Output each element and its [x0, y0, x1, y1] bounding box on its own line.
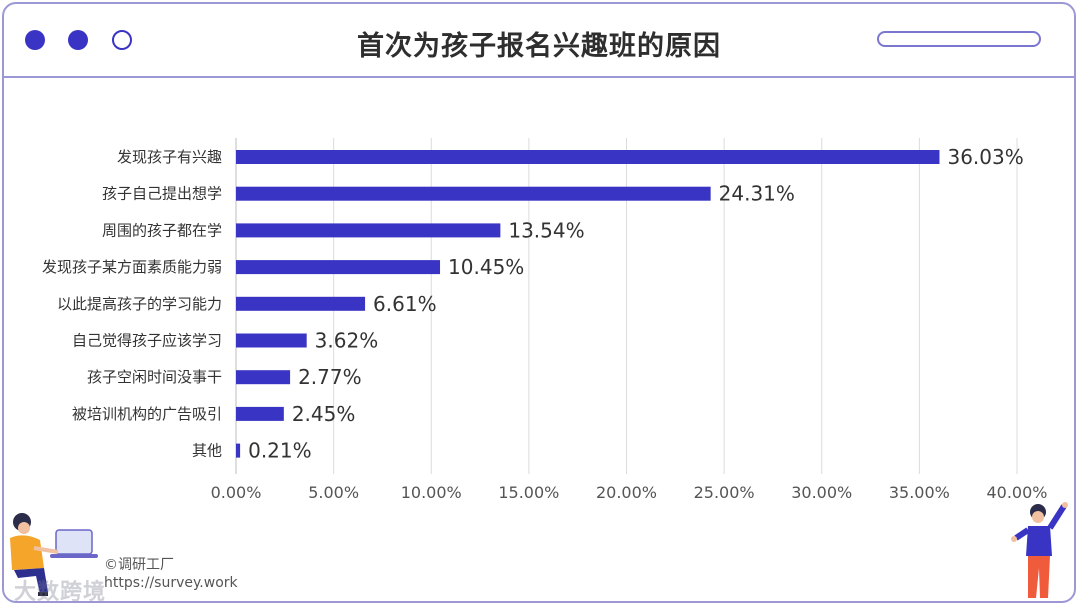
window-dot-2[interactable] — [68, 30, 88, 50]
data-label: 2.45% — [292, 402, 356, 426]
x-tick-label: 40.00% — [986, 483, 1047, 502]
window-dot-3[interactable] — [112, 30, 132, 50]
category-label: 孩子空闲时间没事干 — [87, 368, 222, 386]
x-tick-label: 30.00% — [791, 483, 852, 502]
data-label: 36.03% — [947, 145, 1023, 169]
category-label: 发现孩子某方面素质能力弱 — [42, 258, 222, 276]
standing-man-illustration — [1011, 502, 1068, 598]
bar — [236, 260, 441, 275]
bar — [236, 223, 501, 238]
x-tick-label: 10.00% — [401, 483, 462, 502]
title-bar: 首次为孩子报名兴趣班的原因 — [4, 4, 1074, 78]
page-title: 首次为孩子报名兴趣班的原因 — [357, 31, 721, 62]
x-tick-label: 0.00% — [211, 483, 262, 502]
data-label: 6.61% — [373, 292, 437, 316]
data-label: 2.77% — [298, 365, 362, 389]
category-label: 孩子自己提出想学 — [102, 185, 222, 203]
data-label: 10.45% — [448, 255, 524, 279]
bar — [236, 296, 366, 311]
category-label: 其他 — [192, 442, 222, 460]
source-url[interactable]: https://survey.work — [104, 575, 238, 591]
data-label: 13.54% — [508, 218, 584, 242]
data-label: 0.21% — [248, 439, 312, 463]
data-label: 24.31% — [719, 182, 795, 206]
watermark: 大数跨境 — [14, 580, 107, 605]
x-tick-label: 15.00% — [498, 483, 559, 502]
x-tick-label: 5.00% — [308, 483, 359, 502]
category-label: 以此提高孩子的学习能力 — [57, 295, 222, 313]
category-label: 自己觉得孩子应该学习 — [72, 332, 222, 350]
bar — [236, 186, 711, 201]
bar — [236, 370, 291, 385]
bar — [236, 150, 940, 164]
copyright-text: ©调研工厂 — [104, 557, 174, 573]
category-label: 周围的孩子都在学 — [102, 221, 222, 239]
search-bar[interactable] — [877, 31, 1041, 47]
x-tick-label: 25.00% — [694, 483, 755, 502]
x-tick-label: 20.00% — [596, 483, 657, 502]
category-label: 被培训机构的广告吸引 — [72, 405, 222, 423]
bar — [236, 443, 241, 458]
person-laptop-illustration — [10, 513, 98, 596]
bar — [236, 406, 284, 421]
x-tick-label: 35.00% — [889, 483, 950, 502]
data-label: 3.62% — [315, 329, 379, 353]
category-label: 发现孩子有兴趣 — [117, 148, 222, 166]
bar — [236, 333, 307, 348]
window-dot-1[interactable] — [25, 30, 45, 50]
